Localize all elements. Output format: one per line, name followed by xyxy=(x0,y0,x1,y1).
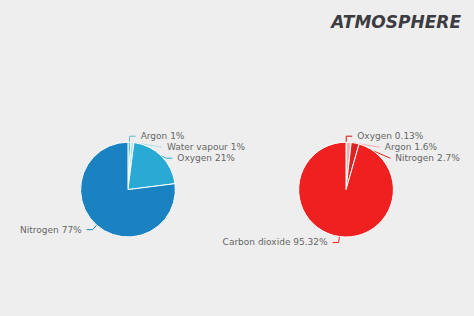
svg-text:ATMOSPHERE: ATMOSPHERE xyxy=(329,12,461,32)
svg-text:Nitrogen 2.7%: Nitrogen 2.7% xyxy=(395,153,460,163)
svg-text:Argon 1%: Argon 1% xyxy=(141,131,185,141)
svg-text:Nitrogen 77%: Nitrogen 77% xyxy=(20,225,82,235)
svg-text:Carbon dioxide 95.32%: Carbon dioxide 95.32% xyxy=(223,237,328,247)
svg-text:Water vapour 1%: Water vapour 1% xyxy=(167,142,246,152)
svg-text:Oxygen 21%: Oxygen 21% xyxy=(177,153,235,163)
svg-text:Argon 1.6%: Argon 1.6% xyxy=(385,142,438,152)
svg-text:Oxygen 0.13%: Oxygen 0.13% xyxy=(357,131,424,141)
